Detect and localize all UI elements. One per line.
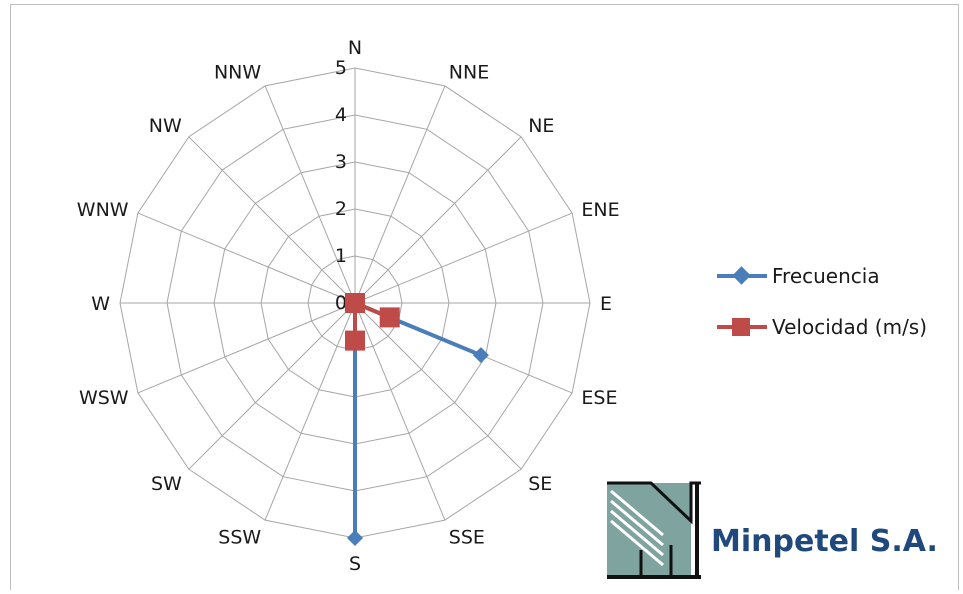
logo-mark bbox=[607, 481, 701, 579]
legend-label-velocidad: Velocidad (m/s) bbox=[772, 315, 927, 339]
direction-label-sw: SW bbox=[151, 473, 182, 495]
series-frecuencia bbox=[347, 295, 489, 546]
tick-label-3: 3 bbox=[335, 151, 347, 173]
direction-label-sse: SSE bbox=[449, 526, 485, 548]
point-velocidad-m-s-s bbox=[345, 330, 365, 351]
direction-label-s: S bbox=[349, 553, 361, 575]
direction-label-ssw: SSW bbox=[218, 526, 261, 548]
direction-label-ne: NE bbox=[528, 115, 554, 137]
minpetel-logo: Minpetel S.A. bbox=[607, 481, 938, 579]
spoke-ene bbox=[354, 212, 573, 304]
spoke-nnw bbox=[264, 85, 356, 304]
tick-label-1: 1 bbox=[335, 245, 347, 267]
tick-label-0: 0 bbox=[335, 292, 347, 314]
spoke-nw bbox=[188, 136, 356, 304]
series-layer bbox=[345, 293, 489, 546]
legend: Frecuencia Velocidad (m/s) bbox=[717, 264, 927, 339]
direction-label-ese: ESE bbox=[581, 387, 617, 409]
series-line-frecuencia bbox=[353, 301, 483, 540]
radar-chart: 0 1 2 3 4 5 N NNE NE ENE E ESE SE SSE S SSW SW WSW W WNW NW… bbox=[77, 37, 938, 579]
logo-stripe-1 bbox=[610, 489, 664, 537]
legend-marker-velocidad bbox=[732, 318, 750, 336]
chart-frame: 0 1 2 3 4 5 N NNE NE ENE E ESE SE SSE S SSW SW WSW W WNW NW… bbox=[10, 4, 959, 590]
direction-label-wsw: WSW bbox=[79, 387, 129, 409]
point-frecuencia-s bbox=[347, 530, 363, 546]
legend-marker-frecuencia bbox=[732, 266, 751, 285]
direction-label-nnw: NNW bbox=[214, 62, 261, 84]
direction-label-ene: ENE bbox=[581, 199, 619, 221]
spoke-ne bbox=[354, 136, 522, 304]
logo-text: Minpetel S.A. bbox=[711, 524, 938, 559]
tick-label-5: 5 bbox=[335, 57, 347, 79]
spoke-wsw bbox=[137, 302, 356, 394]
spoke-sw bbox=[188, 302, 356, 470]
point-velocidad-m-s-nnw bbox=[345, 293, 365, 313]
direction-label-wnw: WNW bbox=[77, 199, 129, 221]
direction-label-nw: NW bbox=[149, 115, 182, 137]
spoke-ssw bbox=[264, 302, 356, 521]
spoke-se bbox=[354, 302, 522, 470]
direction-label-nne: NNE bbox=[449, 62, 489, 84]
tick-label-4: 4 bbox=[335, 104, 347, 126]
logo-stripe-4 bbox=[610, 519, 664, 567]
legend-label-frecuencia: Frecuencia bbox=[772, 264, 880, 288]
spoke-nne bbox=[354, 85, 446, 304]
logo-stripe-2 bbox=[610, 499, 664, 547]
direction-label-w: W bbox=[91, 293, 110, 315]
legend-item-velocidad: Velocidad (m/s) bbox=[717, 315, 927, 339]
logo-stripe-3 bbox=[610, 509, 664, 557]
legend-item-frecuencia: Frecuencia bbox=[717, 264, 880, 288]
direction-label-n: N bbox=[348, 37, 362, 59]
direction-label-se: SE bbox=[528, 473, 552, 495]
logo-roofline bbox=[607, 481, 701, 525]
spoke-wnw bbox=[137, 212, 356, 304]
tick-label-2: 2 bbox=[335, 198, 347, 220]
direction-label-e: E bbox=[600, 293, 612, 315]
direction-labels: N NNE NE ENE E ESE SE SSE S SSW SW WSW W WNW NW NNW bbox=[77, 37, 620, 575]
spoke-sse bbox=[354, 302, 446, 521]
point-velocidad-m-s-ese bbox=[379, 307, 400, 328]
series-velocidad-m-s bbox=[345, 293, 400, 351]
radial-tick-labels: 0 1 2 3 4 5 bbox=[335, 57, 347, 314]
point-frecuencia-ese bbox=[472, 347, 489, 364]
